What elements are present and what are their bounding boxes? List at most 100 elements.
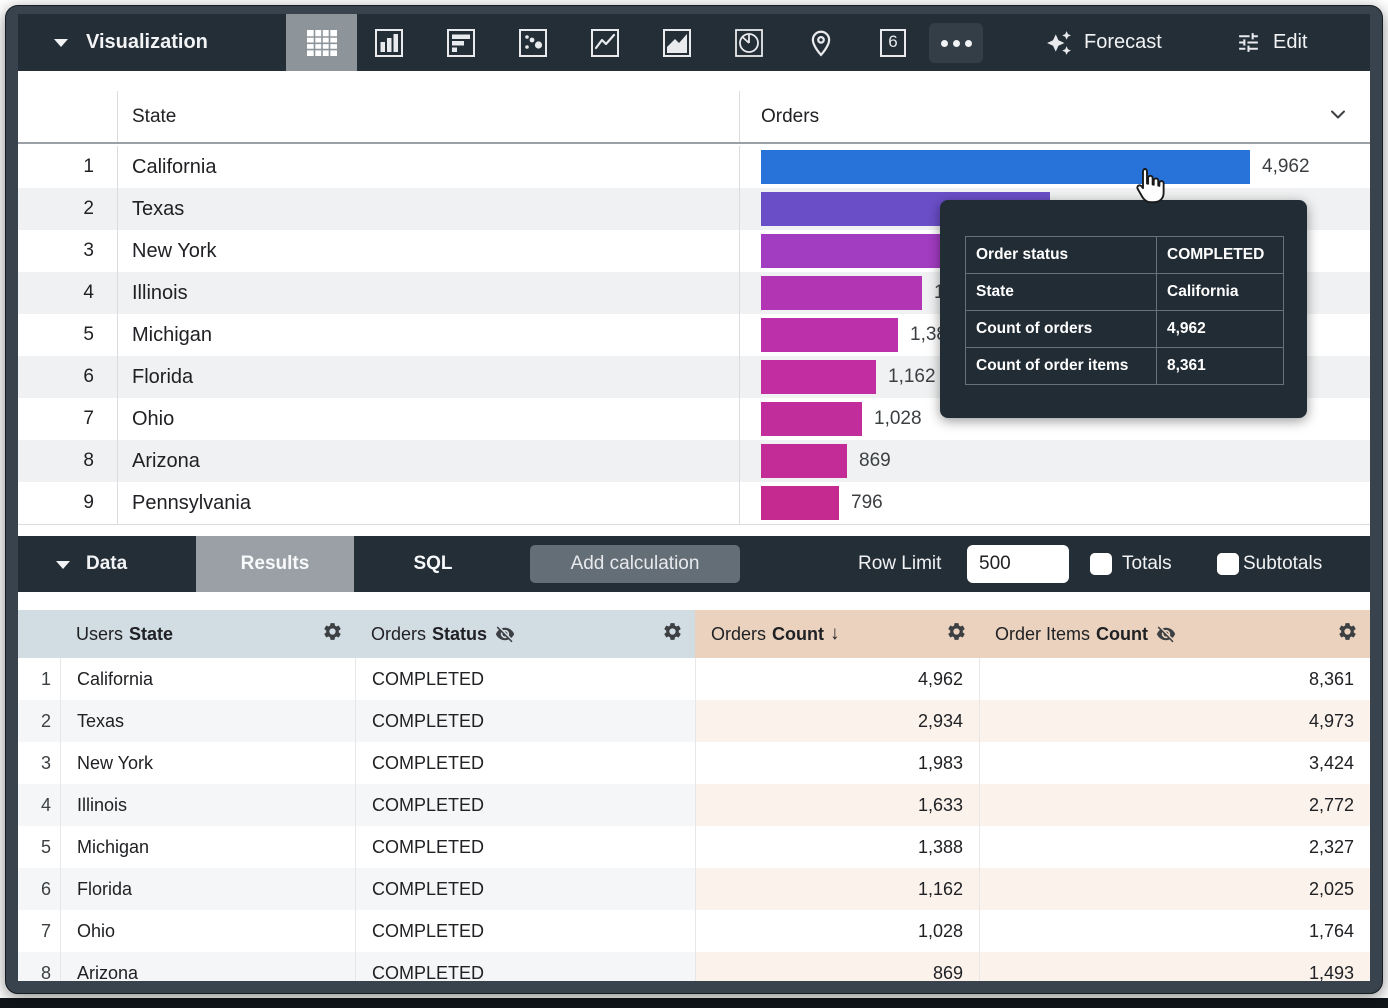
- row-number-header-cell: [18, 610, 60, 658]
- column-header-orders-count[interactable]: Orders Count ↓: [695, 610, 979, 658]
- mouse-cursor-pointer: [1130, 165, 1170, 214]
- row-number: 8: [18, 440, 118, 482]
- orders-count-cell[interactable]: 1,983: [695, 742, 979, 784]
- row-number: 4: [18, 272, 118, 314]
- orders-count-cell[interactable]: 1,028: [695, 910, 979, 952]
- users-state-cell[interactable]: Illinois: [60, 784, 355, 826]
- tooltip-value: 8,361: [1156, 348, 1283, 384]
- row-number: 5: [18, 314, 118, 356]
- users-state-cell[interactable]: Texas: [60, 700, 355, 742]
- row-number: 4: [18, 784, 60, 826]
- orders-status-cell[interactable]: COMPLETED: [355, 868, 695, 910]
- users-state-cell[interactable]: Florida: [60, 868, 355, 910]
- viz-type-map-button[interactable]: [785, 14, 857, 71]
- viz-type-single-value-button[interactable]: 6: [857, 14, 929, 71]
- row-number: 6: [18, 868, 60, 910]
- orders-column-header[interactable]: Orders: [740, 91, 1370, 142]
- order-items-count-cell[interactable]: 1,493: [979, 952, 1370, 981]
- bar-cell: 1,162: [740, 356, 1370, 398]
- orders-count-cell[interactable]: 2,934: [695, 700, 979, 742]
- order-items-count-cell[interactable]: 8,361: [979, 658, 1370, 700]
- tooltip-label: Count of orders: [976, 320, 1093, 337]
- edit-button[interactable]: Edit: [1236, 14, 1307, 71]
- sort-desc-arrow-icon[interactable]: ↓: [830, 623, 840, 644]
- viz-type-scatter-button[interactable]: [497, 14, 569, 71]
- column-header-users-state[interactable]: Users State: [60, 610, 355, 658]
- users-state-cell[interactable]: Ohio: [60, 910, 355, 952]
- pie-chart-icon: [735, 28, 763, 57]
- subtotals-checkbox[interactable]: [1217, 553, 1239, 575]
- users-state-cell[interactable]: Arizona: [60, 952, 355, 981]
- add-calculation-button[interactable]: Add calculation: [530, 545, 740, 583]
- single-value-icon: [880, 28, 906, 57]
- data-collapse-caret-icon[interactable]: [56, 561, 70, 569]
- order-items-count-cell[interactable]: 2,025: [979, 868, 1370, 910]
- column-header-order-items-count[interactable]: Order Items Count: [979, 610, 1370, 658]
- users-state-cell[interactable]: Michigan: [60, 826, 355, 868]
- row-limit-input[interactable]: [967, 545, 1069, 583]
- gear-icon[interactable]: [662, 621, 683, 647]
- totals-checkbox[interactable]: [1090, 553, 1112, 575]
- orders-status-cell[interactable]: COMPLETED: [355, 910, 695, 952]
- tooltip-label: Count of order items: [976, 357, 1129, 374]
- order-items-count-cell[interactable]: 1,764: [979, 910, 1370, 952]
- orders-bar[interactable]: [761, 360, 876, 394]
- row-number: 7: [18, 398, 118, 440]
- orders-bar[interactable]: [761, 234, 956, 268]
- orders-status-cell[interactable]: COMPLETED: [355, 742, 695, 784]
- orders-bar[interactable]: [761, 486, 839, 520]
- viz-type-pie-button[interactable]: [713, 14, 785, 71]
- viz-type-table-button[interactable]: [286, 14, 357, 71]
- orders-bar[interactable]: [761, 444, 847, 478]
- results-table-body: 1 California COMPLETED 4,962 8,361 2 Texas COMP…: [18, 658, 1370, 981]
- order-items-count-cell[interactable]: 3,424: [979, 742, 1370, 784]
- order-items-count-cell[interactable]: 4,973: [979, 700, 1370, 742]
- orders-status-cell[interactable]: COMPLETED: [355, 952, 695, 981]
- collapse-caret-icon[interactable]: [54, 39, 68, 47]
- users-state-cell[interactable]: New York: [60, 742, 355, 784]
- gear-icon[interactable]: [946, 621, 967, 647]
- explore-window: Visualization: [5, 5, 1383, 994]
- viz-type-area-button[interactable]: [641, 14, 713, 71]
- tab-sql[interactable]: SQL: [413, 553, 453, 574]
- tooltip-row: State California: [966, 274, 1283, 311]
- orders-count-cell[interactable]: 869: [695, 952, 979, 981]
- viz-type-line-button[interactable]: [569, 14, 641, 71]
- viz-type-bar-button[interactable]: [425, 14, 497, 71]
- orders-bar[interactable]: [761, 150, 1250, 184]
- orders-count-cell[interactable]: 1,633: [695, 784, 979, 826]
- orders-count-cell[interactable]: 4,962: [695, 658, 979, 700]
- bar-value-label: 1,162: [888, 366, 936, 387]
- orders-status-cell[interactable]: COMPLETED: [355, 784, 695, 826]
- orders-bar[interactable]: [761, 402, 862, 436]
- gear-icon[interactable]: [322, 621, 343, 647]
- orders-status-cell[interactable]: COMPLETED: [355, 700, 695, 742]
- orders-count-cell[interactable]: 1,162: [695, 868, 979, 910]
- sparkle-icon: [1047, 30, 1071, 55]
- orders-bar[interactable]: [761, 318, 898, 352]
- orders-status-cell[interactable]: COMPLETED: [355, 658, 695, 700]
- data-section-title[interactable]: Data: [86, 553, 128, 574]
- state-cell: Pennsylvania: [118, 482, 740, 524]
- state-column-header[interactable]: State: [118, 91, 740, 142]
- gear-icon[interactable]: [1337, 621, 1358, 647]
- orders-status-cell[interactable]: COMPLETED: [355, 826, 695, 868]
- tab-results[interactable]: Results: [196, 536, 354, 592]
- column-header-orders-status[interactable]: Orders Status: [355, 610, 695, 658]
- tooltip-label: State: [976, 283, 1014, 300]
- orders-bar[interactable]: [761, 276, 922, 310]
- tooltip-value: COMPLETED: [1156, 237, 1283, 273]
- bar-chart-icon: [447, 28, 475, 57]
- users-state-cell[interactable]: California: [60, 658, 355, 700]
- row-limit-label: Row Limit: [858, 553, 942, 574]
- order-items-count-cell[interactable]: 2,327: [979, 826, 1370, 868]
- order-items-count-cell[interactable]: 2,772: [979, 784, 1370, 826]
- chevron-down-icon[interactable]: [1326, 102, 1350, 132]
- more-viz-types-button[interactable]: [929, 23, 983, 63]
- orders-count-cell[interactable]: 1,388: [695, 826, 979, 868]
- tune-icon: [1239, 33, 1258, 52]
- visualization-section-title[interactable]: Visualization: [86, 31, 208, 53]
- viz-type-column-button[interactable]: [353, 14, 425, 71]
- forecast-button[interactable]: Forecast: [1046, 14, 1162, 71]
